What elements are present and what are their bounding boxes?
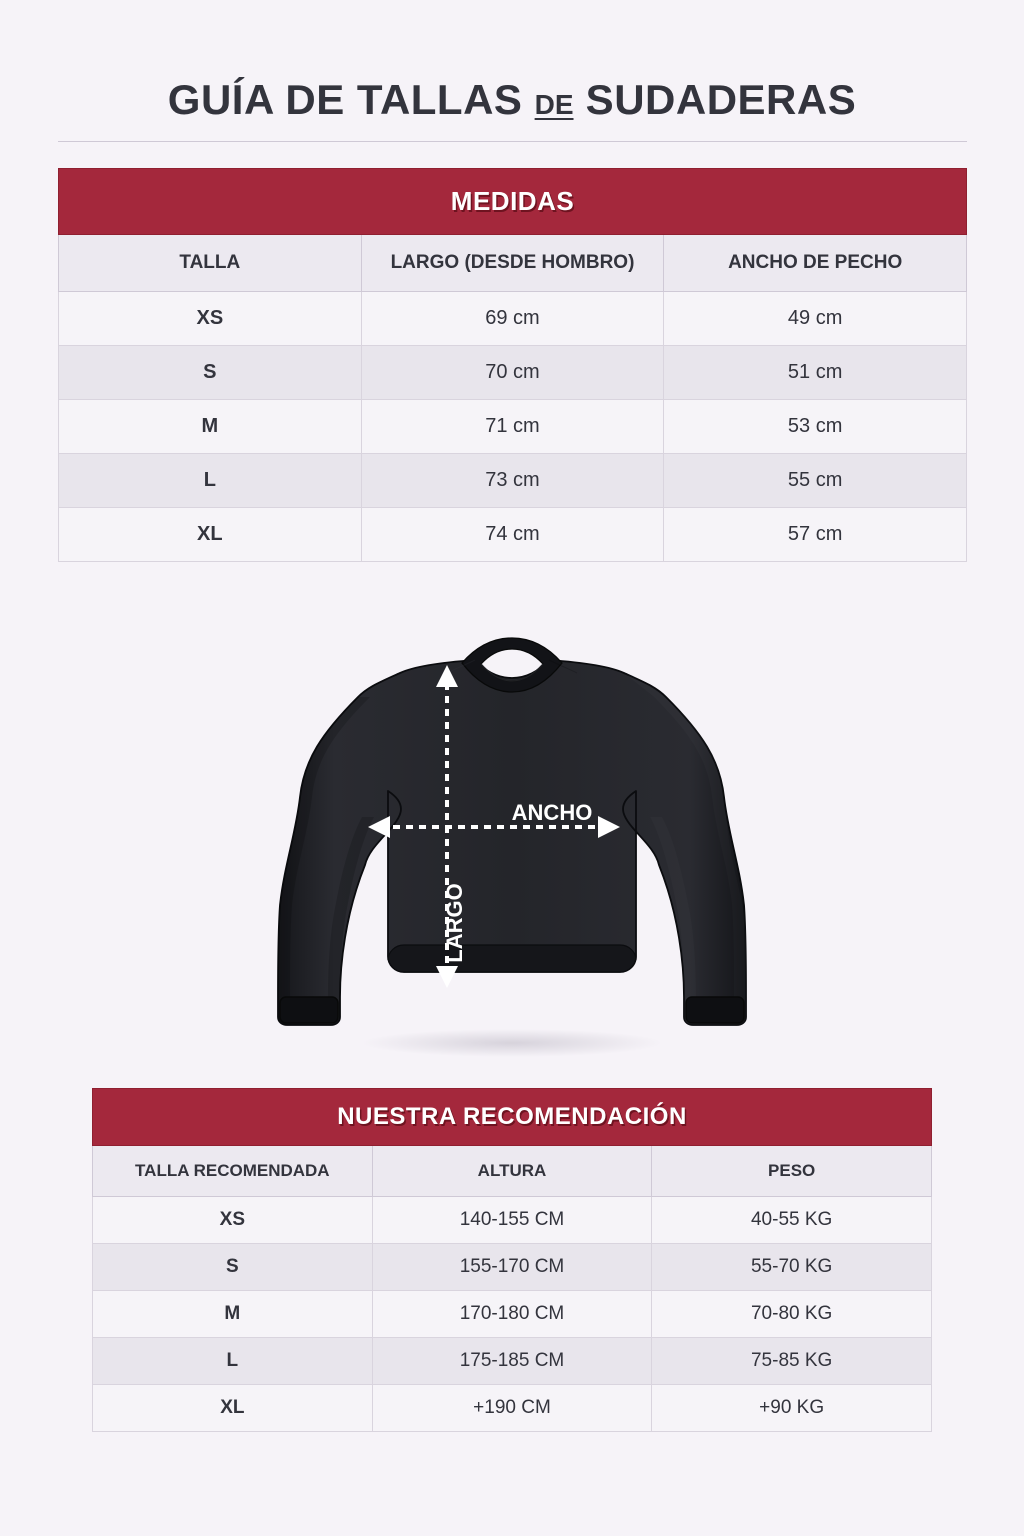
svg-text:ANCHO: ANCHO	[512, 800, 593, 825]
svg-text:LARGO: LARGO	[442, 883, 467, 962]
